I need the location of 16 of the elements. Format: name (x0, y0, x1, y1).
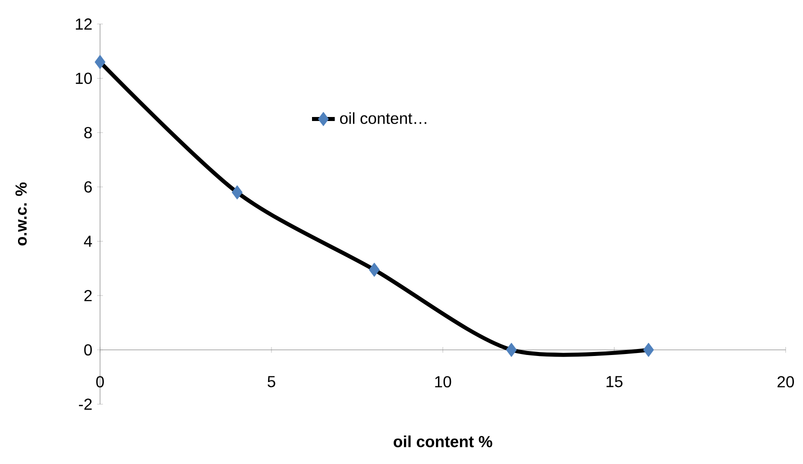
y-tick-label: -2 (78, 398, 92, 410)
x-tick-label: 5 (268, 376, 276, 388)
x-tick-label: 15 (606, 376, 622, 388)
y-tick-label: 6 (84, 181, 92, 192)
y-tick-label: 2 (84, 290, 92, 302)
y-tick-label: 8 (84, 126, 92, 138)
y-tick-label: 12 (76, 18, 92, 30)
x-tick-label: 0 (96, 376, 104, 388)
legend-label: oil content… (340, 112, 426, 124)
y-axis-title: o.w.c. % (15, 182, 27, 246)
x-axis-title: oil content % (394, 435, 492, 448)
x-tick-label: 10 (435, 376, 452, 388)
x-tick-label: 20 (778, 376, 794, 388)
y-tick-label: 0 (84, 344, 92, 356)
y-tick-label: 4 (84, 236, 92, 247)
y-tick-label: 10 (76, 72, 92, 84)
